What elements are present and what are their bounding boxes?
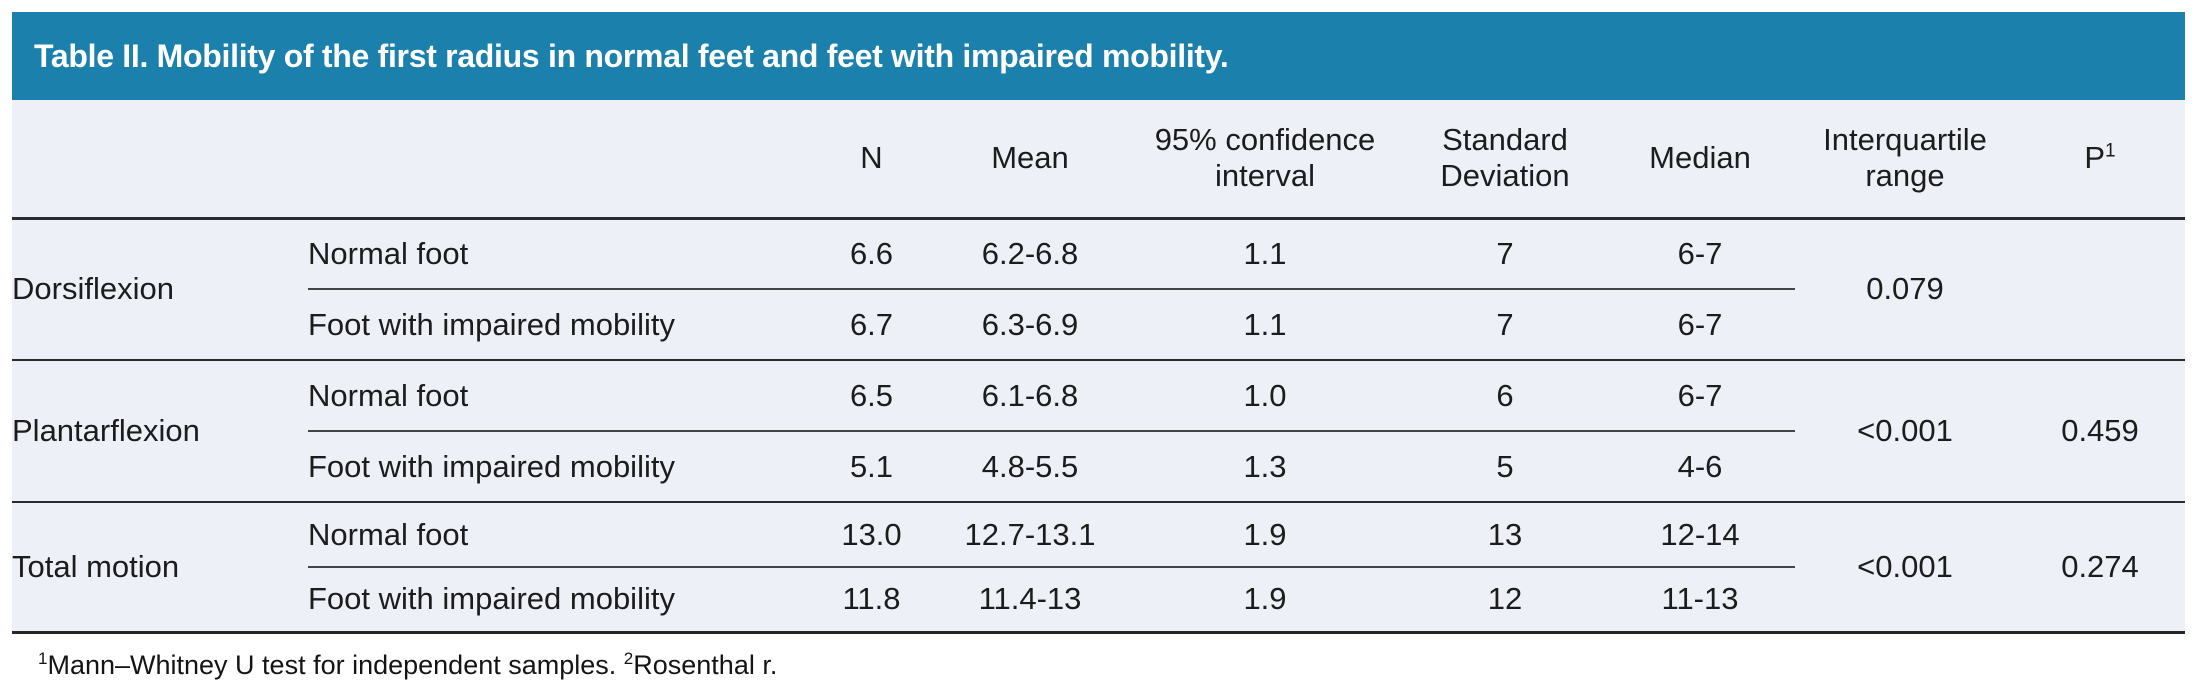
- column-header-mean: Mean: [935, 100, 1125, 220]
- cell-mean: 11.4-13: [935, 567, 1125, 634]
- cell-median: 12-14: [1605, 502, 1795, 568]
- cell-n: 6.5: [808, 360, 935, 432]
- cell-iqr: <0.001: [1795, 502, 2015, 634]
- cell-n: 5.1: [808, 431, 935, 503]
- footnote-text-1: Mann–Whitney U test for independent samp…: [47, 649, 624, 680]
- table-row: Total motion Normal foot 13.0 12.7-13.1 …: [12, 502, 2185, 634]
- row-sub-label: Normal foot: [308, 502, 808, 568]
- cell-p: [2015, 218, 2185, 361]
- column-header-sd: Standard Deviation: [1405, 100, 1605, 220]
- column-header-p: P1: [2015, 100, 2185, 220]
- table-row: Foot with impaired mobility 6.7 6.3-6.9 …: [12, 289, 2185, 361]
- footnote-text-2: Rosenthal r.: [633, 649, 778, 680]
- footnote-superscript-2: 2: [623, 648, 634, 668]
- column-header-median: Median: [1605, 100, 1795, 220]
- table-row: Plantarflexion Normal foot 6.5 6.1-6.8 1…: [12, 360, 2185, 503]
- column-header-sub: [308, 100, 808, 220]
- header-row: N Mean 95% confidence interval Standard …: [12, 100, 2185, 220]
- table-footnote: 1Mann–Whitney U test for independent sam…: [38, 649, 2185, 681]
- table-card: Table II. Mobility of the first radius i…: [12, 12, 2185, 681]
- cell-iqr: 0.079: [1795, 218, 2015, 361]
- row-sub-label: Normal foot: [308, 218, 808, 290]
- cell-p: 0.459: [2015, 360, 2185, 503]
- cell-mean: 6.3-6.9: [935, 289, 1125, 361]
- table-title-bar: Table II. Mobility of the first radius i…: [12, 12, 2185, 100]
- cell-median: 4-6: [1605, 431, 1795, 503]
- table-row: Foot with impaired mobility 5.1 4.8-5.5 …: [12, 431, 2185, 503]
- cell-median: 11-13: [1605, 567, 1795, 634]
- row-group-label: Total motion: [12, 502, 308, 634]
- cell-p: 0.274: [2015, 502, 2185, 634]
- cell-n: 11.8: [808, 567, 935, 634]
- cell-sd: 6: [1405, 360, 1605, 432]
- cell-ci: 1.9: [1125, 567, 1405, 634]
- table-row: Dorsiflexion Normal foot 6.6 6.2-6.8 1.1…: [12, 218, 2185, 361]
- footnote-superscript-1: 1: [38, 648, 48, 668]
- cell-ci: 1.0: [1125, 360, 1405, 432]
- row-group-label: Plantarflexion: [12, 360, 308, 503]
- cell-ci: 1.1: [1125, 218, 1405, 290]
- cell-median: 6-7: [1605, 218, 1795, 290]
- row-sub-label: Foot with impaired mobility: [308, 289, 808, 361]
- cell-median: 6-7: [1605, 360, 1795, 432]
- cell-n: 13.0: [808, 502, 935, 568]
- row-group-label: Dorsiflexion: [12, 218, 308, 361]
- cell-ci: 1.9: [1125, 502, 1405, 568]
- row-sub-label: Normal foot: [308, 360, 808, 432]
- table-row: Foot with impaired mobility 11.8 11.4-13…: [12, 567, 2185, 634]
- column-header-iqr: Interquartile range: [1795, 100, 2015, 220]
- cell-sd: 13: [1405, 502, 1605, 568]
- cell-mean: 6.2-6.8: [935, 218, 1125, 290]
- cell-sd: 7: [1405, 218, 1605, 290]
- cell-sd: 7: [1405, 289, 1605, 361]
- cell-n: 6.7: [808, 289, 935, 361]
- stats-table: N Mean 95% confidence interval Standard …: [12, 100, 2185, 634]
- column-header-n: N: [808, 100, 935, 220]
- cell-n: 6.6: [808, 218, 935, 290]
- cell-mean: 12.7-13.1: [935, 502, 1125, 568]
- cell-ci: 1.3: [1125, 431, 1405, 503]
- cell-sd: 12: [1405, 567, 1605, 634]
- column-header-p-superscript: 1: [2105, 140, 2116, 162]
- cell-mean: 6.1-6.8: [935, 360, 1125, 432]
- column-header-p-label: P: [2084, 139, 2106, 175]
- cell-ci: 1.1: [1125, 289, 1405, 361]
- column-header-group: [12, 100, 308, 220]
- cell-mean: 4.8-5.5: [935, 431, 1125, 503]
- cell-median: 6-7: [1605, 289, 1795, 361]
- table-title: Table II. Mobility of the first radius i…: [34, 37, 1229, 74]
- column-header-ci: 95% confidence interval: [1125, 100, 1405, 220]
- row-sub-label: Foot with impaired mobility: [308, 431, 808, 503]
- cell-iqr: <0.001: [1795, 360, 2015, 503]
- row-sub-label: Foot with impaired mobility: [308, 567, 808, 634]
- cell-sd: 5: [1405, 431, 1605, 503]
